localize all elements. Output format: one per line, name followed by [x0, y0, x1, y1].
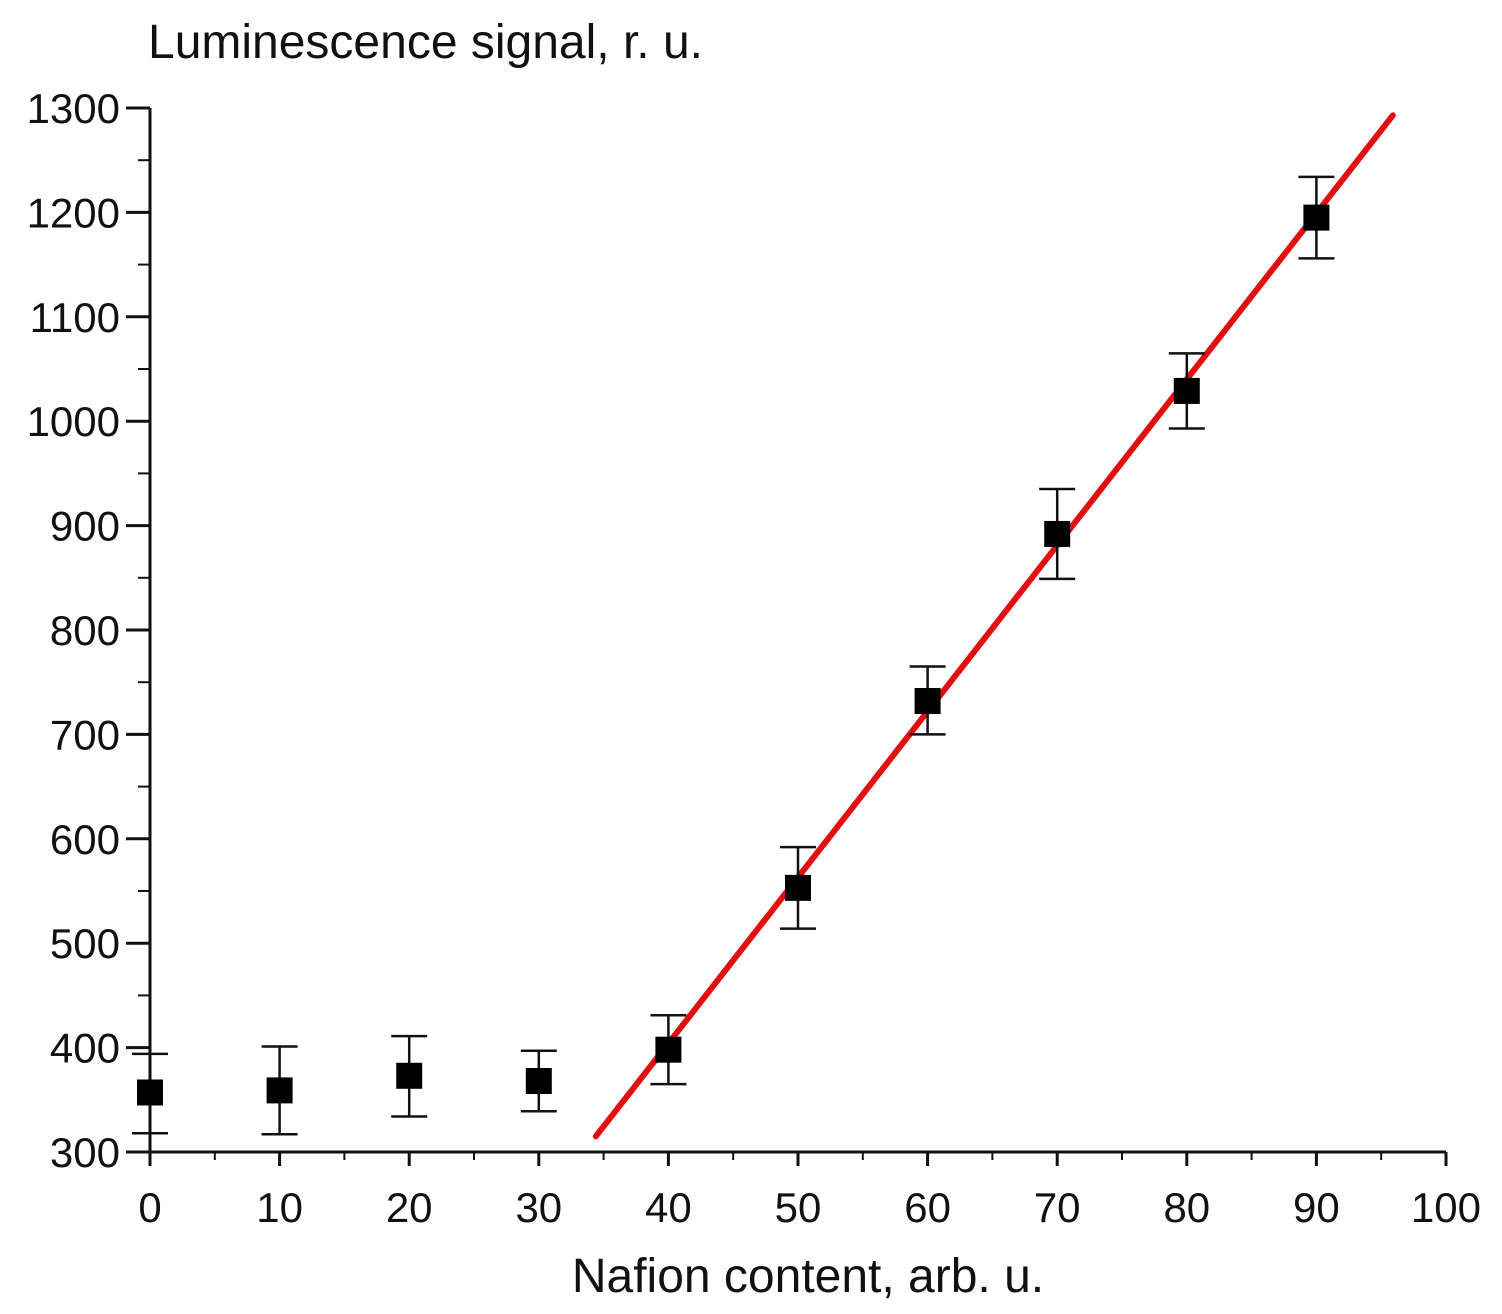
data-point	[137, 1079, 163, 1106]
x-tick-label: 40	[645, 1184, 692, 1231]
data-point	[1303, 204, 1330, 231]
x-tick-label: 30	[515, 1184, 562, 1231]
x-ticks: 0 10 20 30 40 50 60 70 80 90 100	[138, 1152, 1481, 1231]
x-tick-label: 100	[1411, 1184, 1481, 1231]
x-tick-label: 80	[1163, 1184, 1210, 1231]
data-point	[525, 1068, 552, 1095]
y-tick-label: 800	[50, 607, 120, 654]
y-tick-label: 1200	[27, 189, 120, 236]
x-axis-title: Nafion content, arb. u.	[572, 1250, 1044, 1303]
y-tick-label: 1300	[27, 85, 120, 132]
data-point	[914, 687, 941, 714]
y-tick-label: 700	[50, 711, 120, 758]
x-tick-label: 60	[904, 1184, 951, 1231]
data-point	[1173, 377, 1200, 404]
x-tick-label: 90	[1293, 1184, 1340, 1231]
y-tick-label: 600	[50, 816, 120, 863]
data-point	[1044, 520, 1071, 547]
y-tick-label: 1000	[27, 398, 120, 445]
data-point	[266, 1077, 293, 1104]
y-ticks: 300 400 500 600 700 800 900 1000 1100 1200 1300	[27, 85, 150, 1176]
x-tick-label: 70	[1034, 1184, 1081, 1231]
y-tick-label: 900	[50, 503, 120, 550]
x-tick-label: 10	[256, 1184, 303, 1231]
data-point	[396, 1062, 423, 1089]
y-tick-label: 500	[50, 920, 120, 967]
axes	[148, 108, 1446, 1154]
x-tick-label: 0	[138, 1184, 161, 1231]
error-bars	[132, 175, 1335, 1136]
y-tick-label: 1100	[30, 294, 120, 341]
y-axis-title: Luminescence signal, r. u.	[148, 16, 703, 69]
data-point	[785, 874, 811, 901]
data-point	[655, 1036, 682, 1063]
y-tick-label: 300	[50, 1129, 120, 1176]
data-points	[137, 204, 1330, 1106]
x-tick-label: 20	[386, 1184, 433, 1231]
fit-line-group	[592, 112, 1396, 1140]
fit-line	[592, 112, 1396, 1140]
y-tick-label: 400	[50, 1025, 120, 1072]
x-tick-label: 50	[775, 1184, 822, 1231]
